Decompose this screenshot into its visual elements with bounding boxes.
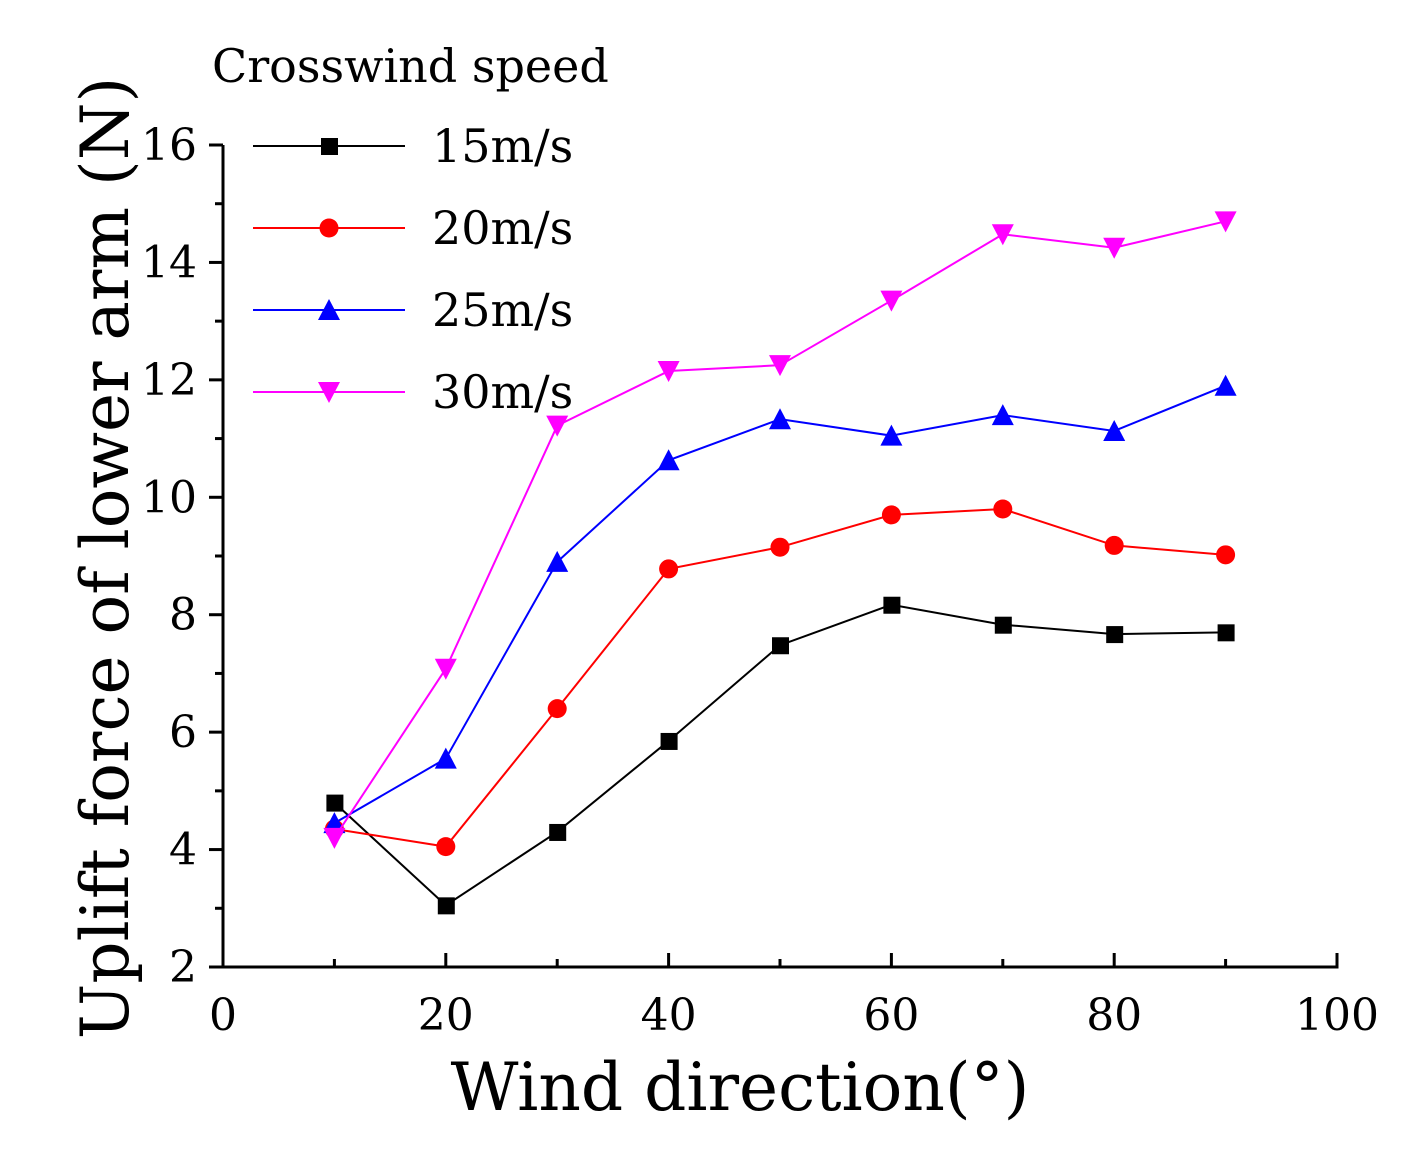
- legend-item: 15m/s: [253, 119, 573, 173]
- series-20m/s: [324, 499, 1236, 857]
- data-point: [1103, 237, 1126, 259]
- series-line: [333, 384, 1226, 825]
- series-line: [334, 508, 1226, 848]
- data-point: [881, 505, 901, 525]
- x-tick-label: 100: [1295, 990, 1379, 1041]
- data-point: [436, 837, 456, 857]
- y-tick-label: 16: [141, 120, 197, 171]
- y-tick-label: 8: [169, 590, 197, 641]
- data-point: [772, 637, 789, 655]
- legend: Crosswind speed 15m/s 20m/s 25m/s 30m/s: [212, 39, 609, 419]
- data-point: [434, 658, 457, 680]
- data-point: [769, 355, 791, 377]
- series-15m/s: [326, 596, 1235, 915]
- data-point: [660, 732, 678, 750]
- axes: [221, 145, 1339, 969]
- legend-label: 15m/s: [432, 119, 573, 173]
- y-tick-label: 14: [141, 237, 197, 288]
- legend-marker: [321, 138, 338, 155]
- x-tick-label: 40: [641, 990, 697, 1041]
- legend-item: 20m/s: [253, 201, 573, 255]
- series: [323, 211, 1237, 915]
- y-tick-label: 12: [141, 355, 197, 406]
- data-point: [547, 699, 567, 719]
- data-point: [659, 559, 679, 579]
- x-tick-label: 0: [209, 990, 237, 1041]
- x-tick-label: 80: [1086, 990, 1142, 1041]
- data-point: [994, 616, 1012, 634]
- legend-label: 20m/s: [432, 201, 573, 255]
- data-point: [1104, 535, 1124, 555]
- y-tick-label: 2: [169, 942, 197, 993]
- y-tick-label: 10: [141, 472, 197, 523]
- data-point: [437, 897, 455, 915]
- legend-title: Crosswind speed: [212, 39, 609, 93]
- data-point: [993, 499, 1013, 519]
- y-axis-title: Uplift force of lower arm (N): [67, 77, 144, 1040]
- data-point: [769, 408, 791, 430]
- legend-label: 30m/s: [432, 365, 573, 419]
- legend-marker: [318, 299, 340, 320]
- data-point: [657, 361, 680, 383]
- legend-marker: [319, 218, 339, 238]
- x-tick-label: 20: [418, 990, 474, 1041]
- data-point: [326, 794, 344, 812]
- data-point: [880, 290, 903, 312]
- legend-label: 25m/s: [432, 283, 573, 337]
- data-point: [770, 537, 790, 557]
- data-point: [991, 224, 1014, 246]
- data-point: [323, 827, 346, 849]
- data-point: [991, 404, 1014, 426]
- data-point: [1214, 374, 1237, 396]
- data-point: [1106, 626, 1124, 644]
- ticks: 0 20 40 60 80 100 2 4 6 8 10 12 14 16: [141, 120, 1379, 1041]
- data-point: [883, 596, 901, 614]
- x-tick-label: 60: [863, 990, 919, 1041]
- data-point: [546, 415, 569, 437]
- legend-marker: [318, 382, 340, 403]
- data-point: [1214, 211, 1237, 233]
- data-point: [657, 449, 680, 471]
- data-point: [1217, 624, 1235, 642]
- data-point: [880, 424, 903, 446]
- y-tick-label: 4: [169, 825, 197, 876]
- legend-item: 25m/s: [253, 283, 573, 337]
- data-point: [1103, 419, 1126, 441]
- series-30m/s: [323, 211, 1237, 849]
- data-point: [546, 550, 569, 572]
- data-point: [434, 747, 457, 769]
- data-point: [1216, 545, 1236, 565]
- legend-item: 30m/s: [253, 365, 573, 419]
- x-axis-title: Wind direction(°): [451, 1049, 1030, 1126]
- data-point: [549, 823, 567, 841]
- series-25m/s: [323, 374, 1237, 834]
- y-tick-label: 6: [169, 707, 197, 758]
